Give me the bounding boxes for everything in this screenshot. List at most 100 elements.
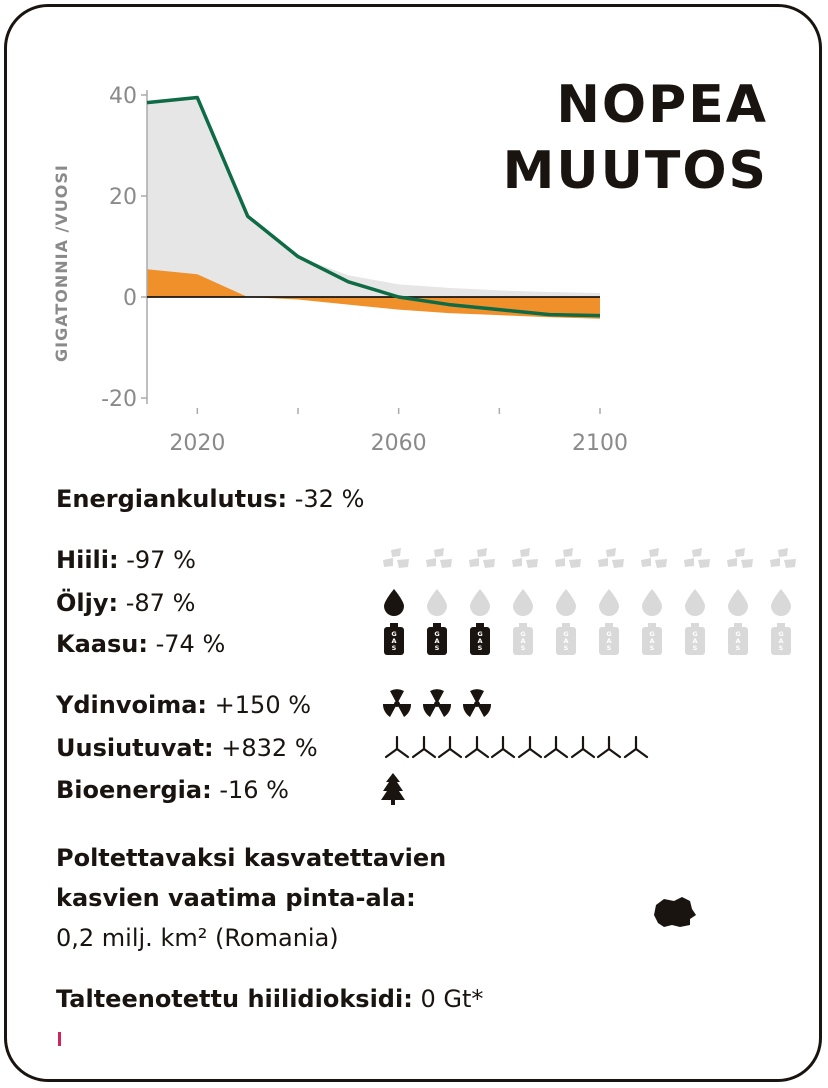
- land-row: Poltettavaksi kasvatettavien kasvien vaa…: [56, 838, 446, 958]
- tree-icon: [380, 772, 406, 810]
- ccs-value: 0 Gt*: [420, 985, 484, 1013]
- x-tick-label: 2060: [371, 431, 427, 456]
- svg-text:A: A: [692, 637, 697, 645]
- wind-turbine-icon: [543, 735, 569, 766]
- nuclear-icon: [380, 687, 414, 725]
- coal-icon: [725, 548, 755, 580]
- wind-turbine-icon: [437, 735, 463, 766]
- svg-text:A: A: [606, 637, 611, 645]
- footnote-marker: [58, 1032, 61, 1046]
- svg-text:G: G: [391, 630, 396, 638]
- svg-text:G: G: [692, 630, 697, 638]
- oil-drop-icon: [596, 588, 622, 620]
- y-tick-label: -20: [101, 387, 137, 412]
- oil-drop-icon: [424, 588, 450, 620]
- svg-text:G: G: [477, 630, 482, 638]
- romania-map-icon: [654, 897, 696, 927]
- x-tick-label: 2100: [572, 431, 628, 456]
- svg-text:A: A: [649, 637, 654, 645]
- svg-text:A: A: [477, 637, 482, 645]
- net-emissions-line: [146, 95, 601, 318]
- coal-icon: [682, 548, 712, 580]
- svg-text:G: G: [520, 630, 525, 638]
- oil-value: -87 %: [125, 589, 196, 617]
- svg-text:S: S: [392, 644, 397, 652]
- wind-turbine-icon: [464, 735, 490, 766]
- coal-icon: [768, 548, 798, 580]
- wind-turbine-icon: [384, 735, 410, 766]
- svg-text:A: A: [778, 637, 783, 645]
- ccs-row: Talteenotettu hiilidioksidi: 0 Gt*: [56, 984, 483, 1014]
- svg-text:G: G: [778, 630, 783, 638]
- oil-drop-icon: [682, 588, 708, 620]
- y-tick-label: 40: [109, 84, 137, 109]
- y-tick-label: 20: [109, 185, 137, 210]
- oil-drop-icon: [381, 588, 407, 620]
- bio-value: -16 %: [219, 776, 289, 804]
- svg-text:S: S: [521, 644, 526, 652]
- oil-drop-icon: [553, 588, 579, 620]
- positive-orange-area: [147, 269, 600, 297]
- svg-text:G: G: [563, 630, 568, 638]
- nuclear-value: +150 %: [214, 691, 312, 719]
- svg-text:A: A: [391, 637, 396, 645]
- svg-text:A: A: [735, 637, 740, 645]
- emissions-chart: 40 20 0 -20 2020 2060 2100: [101, 84, 628, 456]
- wind-turbine-icon: [411, 735, 437, 766]
- svg-text:S: S: [650, 644, 655, 652]
- svg-text:G: G: [735, 630, 740, 638]
- y-tick-label: 0: [123, 286, 137, 311]
- nuclear-icon: [460, 687, 494, 725]
- oil-label: Öljy:: [56, 589, 119, 617]
- wind-turbine-icon: [517, 735, 543, 766]
- title-line-2: MUUTOS: [502, 141, 768, 201]
- coal-icon: [467, 548, 497, 580]
- svg-text:S: S: [607, 644, 612, 652]
- coal-icon: [424, 548, 454, 580]
- oil-drop-icon: [467, 588, 493, 620]
- svg-text:S: S: [779, 644, 784, 652]
- coal-value: -97 %: [126, 546, 196, 574]
- coal-icon: [381, 548, 411, 580]
- svg-text:A: A: [563, 637, 568, 645]
- svg-text:S: S: [435, 644, 440, 652]
- svg-text:S: S: [736, 644, 741, 652]
- oil-drop-icon: [639, 588, 665, 620]
- nuclear-label: Ydinvoima:: [56, 691, 208, 719]
- coal-row: Hiili: -97 %: [56, 545, 196, 575]
- x-tick-label: 2020: [169, 431, 225, 456]
- svg-text:S: S: [478, 644, 483, 652]
- coal-icon: [596, 548, 626, 580]
- nuclear-row: Ydinvoima: +150 %: [56, 690, 311, 720]
- card-title: NOPEA MUUTOS: [503, 72, 768, 204]
- land-label-line-2: kasvien vaatima pinta-ala:: [56, 884, 416, 912]
- land-label-line-1: Poltettavaksi kasvatettavien: [56, 844, 447, 872]
- nuclear-icon: [420, 687, 454, 725]
- energy-label: Energiankulutus:: [56, 485, 288, 513]
- svg-text:S: S: [693, 644, 698, 652]
- svg-text:G: G: [434, 630, 439, 638]
- coal-icon: [639, 548, 669, 580]
- wind-turbine-icon: [596, 735, 622, 766]
- oil-drop-icon: [510, 588, 536, 620]
- wind-turbine-icon: [570, 735, 596, 766]
- energy-row: Energiankulutus: -32 %: [56, 484, 364, 514]
- gross-emissions-area: [147, 97, 600, 298]
- renewables-row: Uusiutuvat: +832 %: [56, 733, 318, 763]
- oil-drop-icon: [725, 588, 751, 620]
- svg-text:G: G: [606, 630, 611, 638]
- svg-text:A: A: [434, 637, 439, 645]
- svg-text:A: A: [520, 637, 525, 645]
- gas-label: Kaasu:: [56, 630, 148, 658]
- bio-row: Bioenergia: -16 %: [56, 775, 289, 805]
- energy-value: -32 %: [294, 485, 365, 513]
- wind-turbine-icon: [490, 735, 516, 766]
- renewables-label: Uusiutuvat:: [56, 734, 214, 762]
- coal-label: Hiili:: [56, 546, 119, 574]
